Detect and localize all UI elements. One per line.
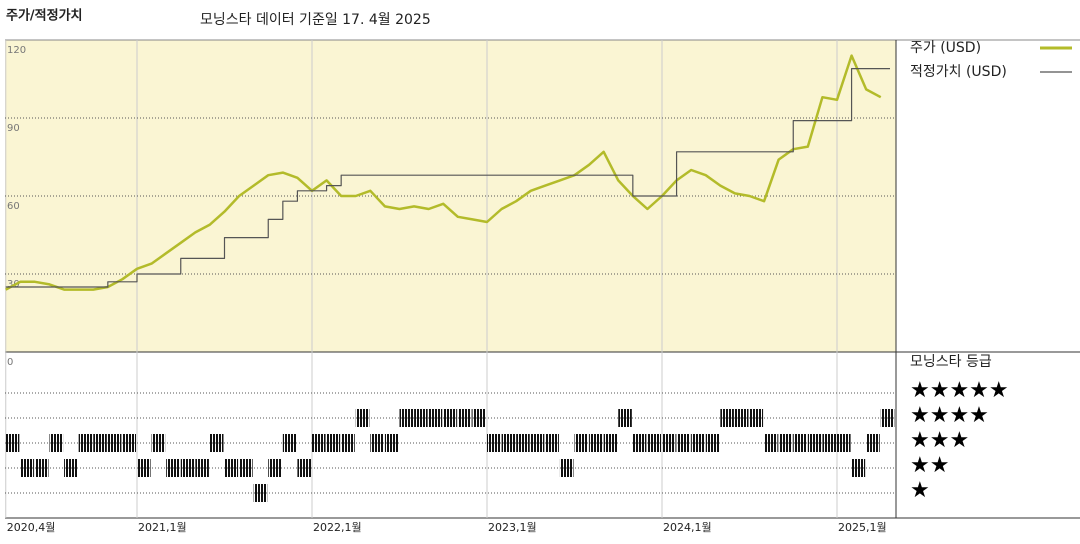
rating-bar	[341, 434, 355, 452]
rating-bar	[384, 434, 399, 452]
rating-bar	[501, 434, 516, 452]
rating-bar	[151, 434, 166, 452]
rating-bar	[282, 434, 297, 452]
rating-bar	[559, 459, 574, 477]
rating-bar	[355, 409, 370, 427]
rating-bar	[399, 409, 414, 427]
x-tick-label: 2020,4월	[7, 521, 56, 534]
rating-bar	[34, 459, 49, 477]
rating-bar	[209, 434, 224, 452]
rating-bar	[734, 409, 749, 427]
rating-bar	[253, 484, 268, 502]
rating-bar	[297, 459, 311, 477]
rating-bar	[632, 434, 647, 452]
x-tick-label: 2021,1월	[138, 521, 187, 534]
rating-bar	[647, 434, 661, 452]
rating-bar	[312, 434, 326, 452]
rating-bar	[195, 459, 209, 477]
x-tick-label: 2023,1월	[488, 521, 537, 534]
rating-bar	[64, 459, 78, 477]
rating-bar	[618, 409, 632, 427]
x-tick-label: 2024,1월	[663, 521, 712, 534]
rating-bar	[807, 434, 822, 452]
rating-bar	[516, 434, 530, 452]
y-tick-label: 120	[7, 45, 26, 56]
rating-bar	[428, 409, 443, 427]
rating-bar	[749, 409, 764, 427]
x-tick-label: 2022,1월	[313, 521, 362, 534]
rating-bar	[180, 459, 195, 477]
rating-bar	[370, 434, 384, 452]
rating-bar	[705, 434, 720, 452]
rating-bar	[443, 409, 457, 427]
rating-level: ★	[910, 478, 930, 503]
chart-subtitle: 모닝스타 데이터 기준일 17. 4월 2025	[200, 12, 431, 28]
rating-bar	[574, 434, 589, 452]
rating-bar	[93, 434, 107, 452]
rating-bar	[603, 434, 618, 452]
rating-bar	[122, 434, 136, 452]
rating-bar	[545, 434, 559, 452]
rating-bar	[137, 459, 151, 477]
rating-bar	[691, 434, 705, 452]
rating-bar	[224, 459, 239, 477]
series-line	[5, 68, 890, 288]
rating-bar	[530, 434, 545, 452]
rating-title: 모닝스타 등급	[910, 354, 992, 370]
rating-bar	[720, 409, 734, 427]
y-tick-label: 0	[7, 357, 13, 368]
rating-bar	[5, 434, 20, 452]
rating-bar	[326, 434, 341, 452]
legend-label: 주가 (USD)	[910, 40, 981, 56]
rating-bar	[472, 409, 486, 427]
rating-level: ★★★	[910, 428, 969, 453]
rating-bar	[676, 434, 691, 452]
rating-bar	[457, 409, 472, 427]
rating-bar	[793, 434, 807, 452]
rating-bar	[822, 434, 836, 452]
chart-title: 주가/적정가치	[6, 8, 83, 24]
price-panel	[5, 40, 896, 352]
rating-level: ★★	[910, 453, 949, 478]
rating-bar	[268, 459, 282, 477]
rating-bar	[166, 459, 180, 477]
rating-bar	[880, 409, 895, 427]
rating-bar	[764, 434, 778, 452]
rating-bar	[49, 434, 64, 452]
rating-bar	[414, 409, 428, 427]
y-tick-label: 90	[7, 123, 20, 134]
rating-bar	[589, 434, 603, 452]
rating-bar	[20, 459, 34, 477]
rating-bar	[778, 434, 793, 452]
series-line	[5, 54, 882, 291]
rating-bar	[107, 434, 122, 452]
rating-bar	[851, 459, 866, 477]
rating-bar	[78, 434, 93, 452]
rating-level: ★★★★★	[910, 378, 1009, 403]
legend-label: 적정가치 (USD)	[910, 64, 1007, 80]
rating-bar	[662, 434, 676, 452]
y-tick-label: 60	[7, 201, 20, 212]
rating-bar	[487, 434, 501, 452]
x-tick-label: 2025,1월	[838, 521, 887, 534]
rating-level: ★★★★	[910, 403, 989, 428]
rating-bar	[239, 459, 253, 477]
rating-bar	[866, 434, 880, 452]
rating-bar	[837, 434, 851, 452]
